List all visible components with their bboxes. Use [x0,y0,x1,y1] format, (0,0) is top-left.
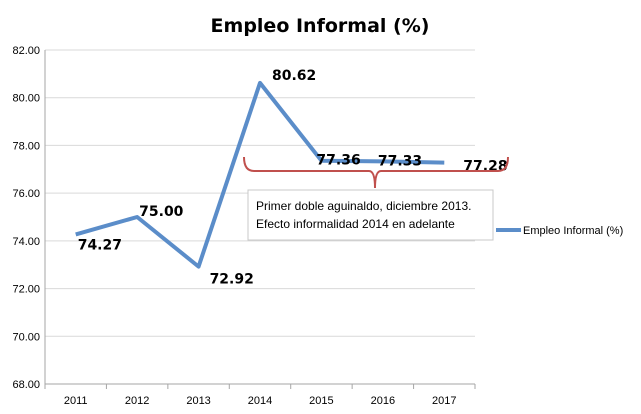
data-label: 77.28 [463,159,507,175]
legend: Empleo Informal (%) [496,225,623,237]
x-tick-label: 2015 [309,395,333,407]
y-tick-label: 70.00 [12,331,40,343]
x-tick-label: 2016 [371,395,395,407]
annotation-line-2: Efecto informalidad 2014 en adelante [256,217,455,231]
x-tick-label: 2013 [186,395,210,407]
chart-title: Empleo Informal (%) [211,15,430,37]
y-tick-label: 80.00 [12,93,40,105]
data-label: 80.62 [272,68,316,84]
y-axis: 68.00 70.00 72.00 74.00 76.00 78.00 80.00 82.00 [12,45,46,391]
y-tick-label: 74.00 [12,236,40,248]
y-tick-label: 72.00 [12,284,40,296]
x-tick-label: 2017 [432,395,456,407]
data-label: 77.36 [316,153,360,169]
y-tick-label: 76.00 [12,188,40,200]
data-label: 77.33 [378,153,422,169]
series-group: 74.27 75.00 72.92 80.62 77.36 77.33 77.28 [75,68,508,288]
legend-label: Empleo Informal (%) [523,225,623,237]
data-label: 72.92 [210,272,254,288]
annotation-box [247,189,494,241]
data-label: 74.27 [78,237,122,253]
y-tick-label: 68.00 [12,379,40,391]
x-axis: 2011 2012 2013 2014 2015 2016 2017 [44,383,476,407]
x-tick-label: 2014 [248,395,272,407]
y-tick-label: 82.00 [12,45,40,57]
annotation-line-1: Primer doble aguinaldo, diciembre 2013. [256,199,471,213]
annotation: Primer doble aguinaldo, diciembre 2013. … [243,156,509,241]
x-tick-label: 2011 [64,395,88,407]
series-line [75,80,445,269]
data-label: 75.00 [139,204,184,220]
annotation-bracket [243,156,509,189]
y-tick-label: 78.00 [12,140,40,152]
x-tick-label: 2012 [125,395,149,407]
